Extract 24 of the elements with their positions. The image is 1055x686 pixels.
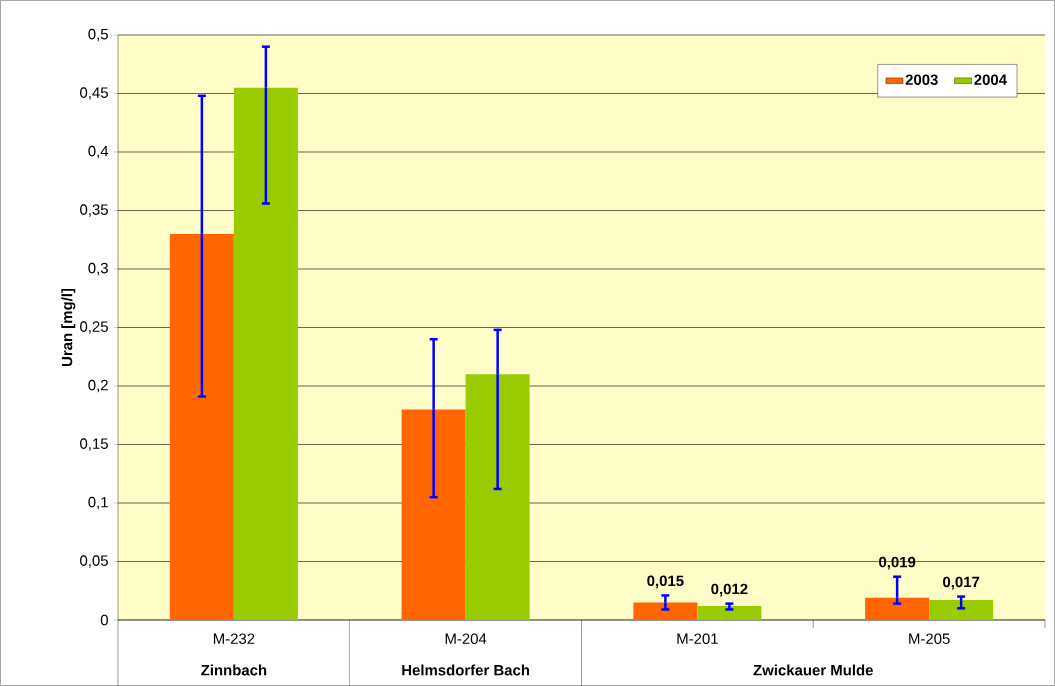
legend-label: 2004	[974, 74, 1007, 85]
text: Zwickauer Mulde	[753, 664, 873, 676]
y-axis-title: Uran [mg/l]	[61, 288, 76, 366]
y-tick-label: 0,4	[88, 145, 109, 159]
data-label: 0,012	[711, 583, 748, 597]
y-tick-label: 0,05	[80, 555, 108, 568]
y-tick-label: 0,3	[88, 262, 108, 276]
y-tick-label: 0	[100, 614, 108, 626]
y-tick-label: 0,5	[88, 28, 108, 42]
y-tick-label: 0,25	[80, 321, 108, 334]
x-tick-label: M-201	[677, 633, 718, 644]
x-tick-label: M-232	[213, 633, 255, 644]
text: Zinnbach	[201, 664, 267, 676]
x-tick-label: M-204	[445, 633, 487, 644]
data-label: 0,015	[647, 575, 684, 589]
legend-label: 2003	[905, 74, 938, 85]
y-tick-label: 0,1	[88, 496, 108, 510]
text: Helmsdorfer Bach	[402, 664, 530, 676]
y-tick-label: 0,2	[88, 379, 108, 393]
y-tick-label: 0,35	[80, 204, 108, 217]
x-tick-label: M-205	[909, 633, 950, 644]
y-tick-label: 0,15	[80, 438, 108, 451]
data-label: 0,017	[943, 576, 980, 590]
y-tick-label: 0,45	[80, 87, 108, 100]
